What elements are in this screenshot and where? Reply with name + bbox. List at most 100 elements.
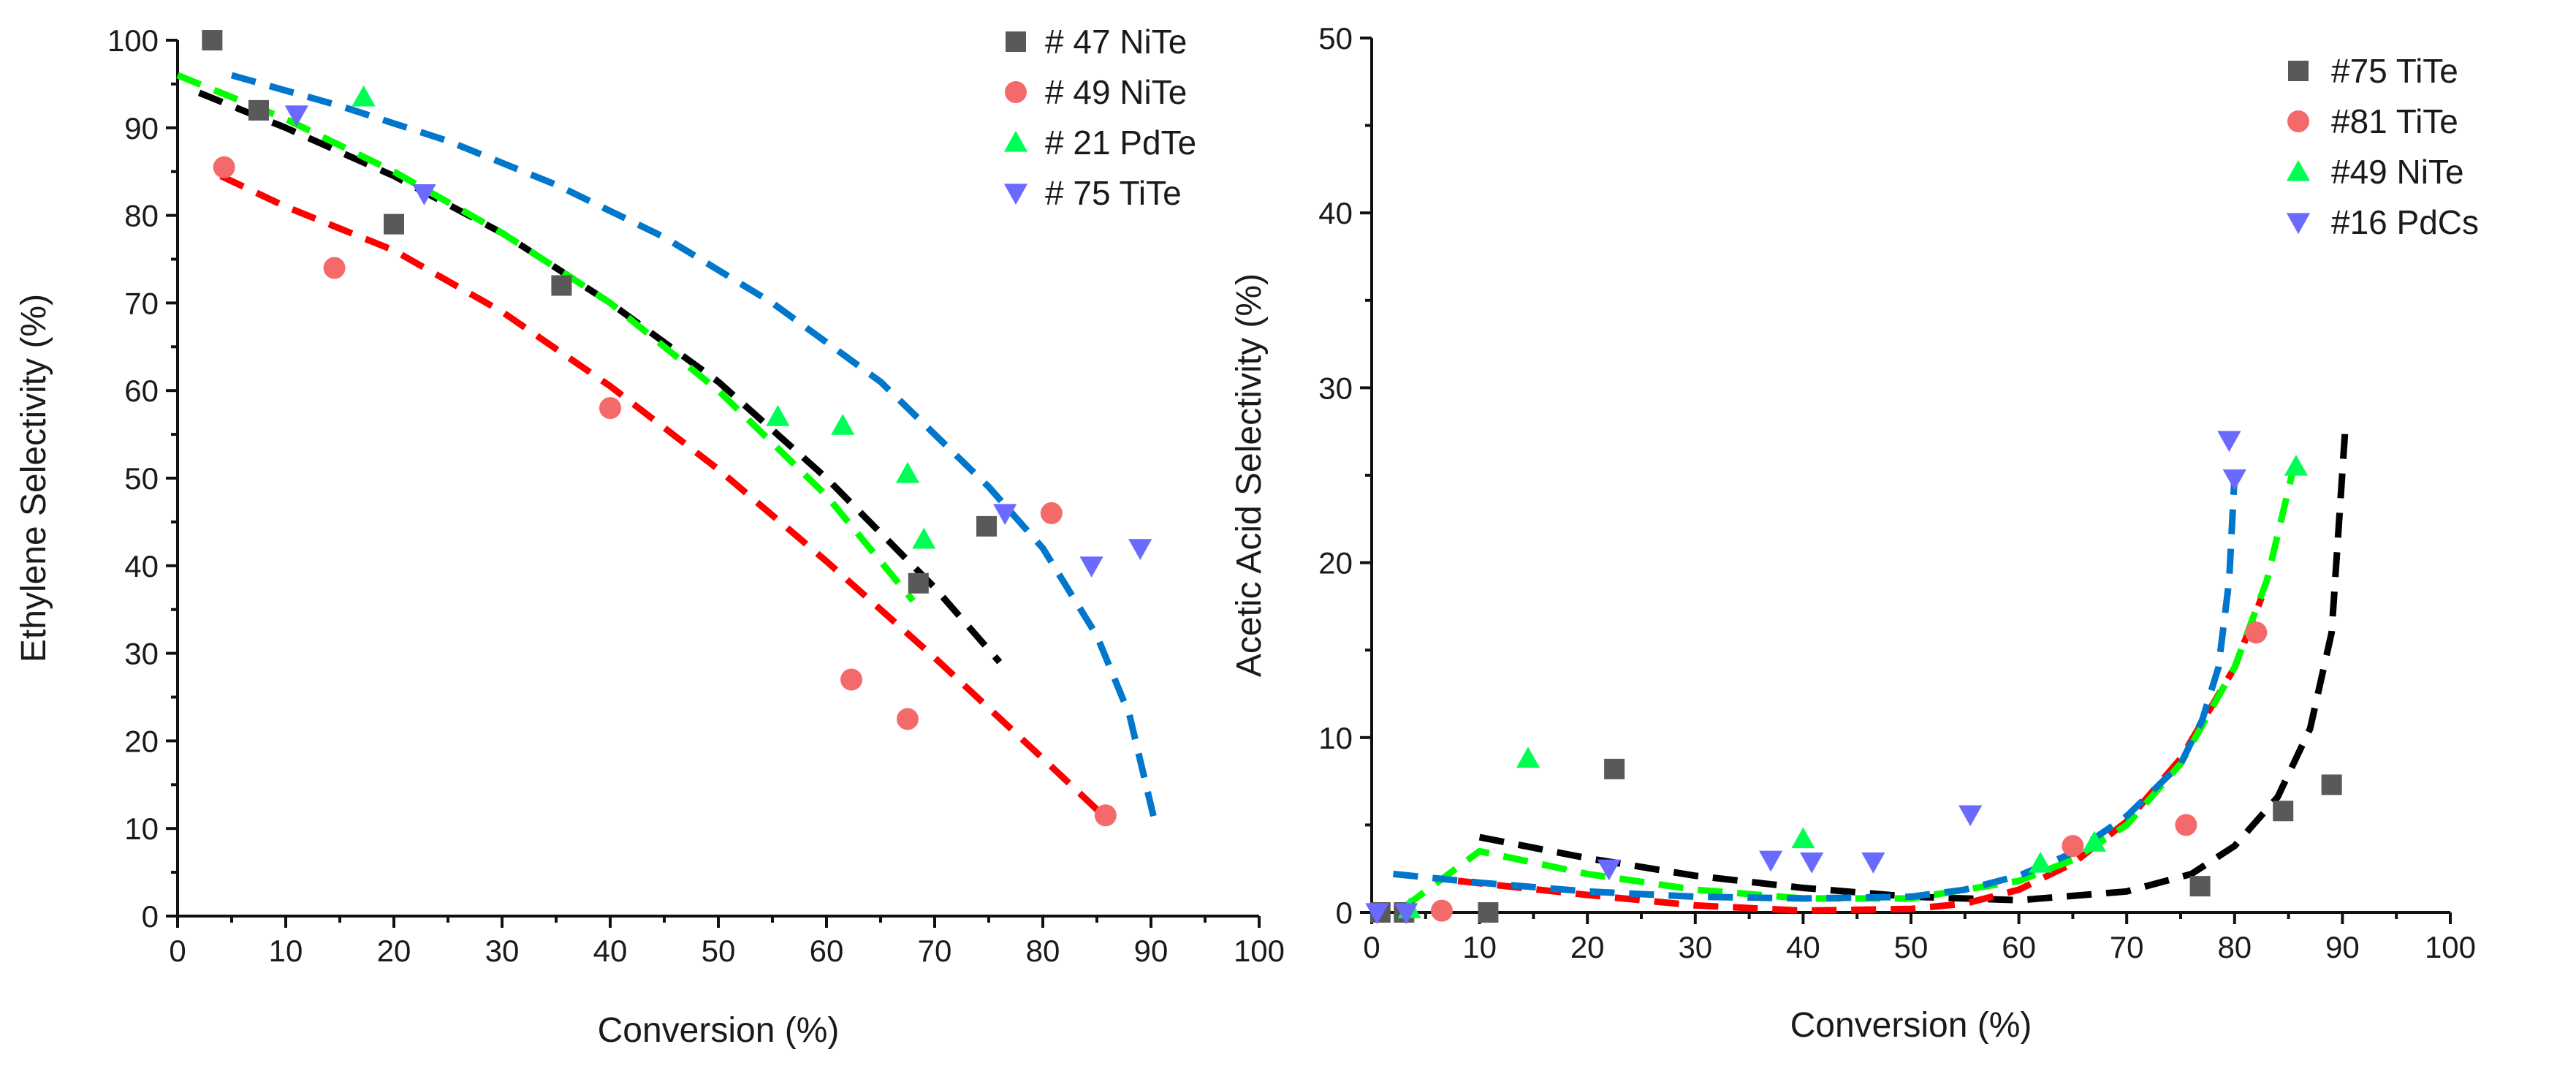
x-tick-label: 100	[2425, 930, 2476, 964]
y-tick-label: 0	[1336, 896, 1353, 930]
x-tick-label: 60	[2002, 930, 2036, 964]
x-tick-label: 40	[1786, 930, 1820, 964]
data-point	[831, 414, 855, 435]
legend-marker	[2288, 61, 2309, 81]
data-point	[2062, 835, 2084, 858]
series-47-nite	[202, 30, 998, 594]
data-point	[2217, 431, 2241, 453]
x-tick-label: 30	[1678, 930, 1712, 964]
series-16-pdcs	[1365, 431, 2246, 925]
data-point	[1478, 902, 1499, 923]
data-point	[2245, 621, 2268, 644]
series-21-pdte	[352, 85, 936, 549]
y-tick-label: 20	[1318, 546, 1353, 581]
legend-item: #75 TiTe	[2288, 52, 2458, 90]
data-point	[1516, 746, 1540, 768]
data-point	[2189, 876, 2211, 897]
x-tick-label: 0	[169, 934, 186, 968]
x-tick-label: 80	[1026, 934, 1060, 968]
data-point	[213, 156, 235, 178]
y-tick-label: 20	[124, 724, 159, 758]
data-point	[248, 99, 269, 121]
x-tick-label: 50	[702, 934, 736, 968]
legend-item: #16 PdCs	[2286, 203, 2479, 241]
x-tick-label: 20	[377, 934, 411, 968]
x-tick-label: 10	[269, 934, 303, 968]
y-tick-label: 70	[124, 286, 159, 320]
legend-label: # 75 TiTe	[1045, 174, 1182, 212]
legend-label: #49 NiTe	[2331, 153, 2464, 191]
legend-label: #81 TiTe	[2331, 102, 2458, 140]
x-axis-title: Conversion (%)	[1790, 1006, 2032, 1045]
panel-ethylene-selectivity: 0 10 20 30 40 50 60 70 80 90 100 0 10 20 30 40 50 60 70 80 9…	[15, 23, 1285, 1050]
data-point	[912, 527, 936, 549]
data-point	[2284, 454, 2309, 476]
data-point	[412, 184, 436, 205]
x-tick-label: 40	[593, 934, 628, 968]
fit-curve-75-tite	[1478, 422, 2349, 904]
data-point	[1365, 903, 1389, 925]
legend-item: # 75 TiTe	[1003, 174, 1182, 212]
axis-spines	[176, 40, 1259, 918]
y-tick-label: 60	[124, 374, 159, 408]
y-tick-label: 50	[124, 461, 159, 496]
y-tick-label: 100	[107, 23, 159, 58]
legend-marker	[1003, 184, 1028, 205]
legend-item: # 21 PdTe	[1003, 124, 1196, 162]
x-tick-label: 10	[1462, 930, 1497, 964]
data-point	[1604, 758, 1625, 779]
panel-acetic-acid-selectivity: 0 10 20 30 40 50 60 70 80 90 100 0 10 20 30 40 50 Convers…	[1230, 21, 2479, 1045]
x-tick-label: 30	[485, 934, 520, 968]
legend-item: #81 TiTe	[2287, 102, 2458, 140]
y-tick-label: 80	[124, 199, 159, 233]
x-tick-label: 80	[2217, 930, 2252, 964]
data-point	[1394, 903, 1418, 925]
data-point	[1128, 539, 1152, 560]
data-point	[766, 405, 790, 426]
legend-item: # 49 NiTe	[1005, 73, 1187, 111]
data-point	[202, 30, 223, 50]
data-point	[1958, 805, 1983, 827]
legend-label: # 21 PdTe	[1045, 124, 1196, 162]
data-point	[352, 85, 376, 107]
data-point	[1040, 502, 1063, 524]
legend-marker	[1005, 81, 1027, 103]
data-point	[976, 515, 998, 537]
data-point	[2273, 801, 2294, 822]
x-tick-label: 20	[1570, 930, 1605, 964]
data-point	[1597, 859, 1621, 881]
legend-marker	[2287, 110, 2309, 132]
y-axis-title: Acetic Acid Selectivity (%)	[1230, 273, 1269, 677]
x-tick-label: 70	[2110, 930, 2144, 964]
y-tick-label: 40	[124, 549, 159, 583]
x-tick-label: 70	[918, 934, 952, 968]
y-tick-label: 30	[124, 637, 159, 671]
x-axis-title: Conversion (%)	[598, 1011, 840, 1050]
data-point	[1861, 852, 1885, 874]
y-tick-label: 10	[1318, 721, 1353, 755]
data-point	[993, 504, 1017, 526]
legend-label: #75 TiTe	[2331, 52, 2458, 90]
x-tick-label: 0	[1363, 930, 1380, 964]
fit-curve-21-pdte	[176, 72, 916, 603]
legend-item: #49 NiTe	[2286, 153, 2464, 191]
fit-curve-16-pdcs	[1393, 474, 2238, 902]
legend-label: # 47 NiTe	[1045, 23, 1187, 61]
data-point	[2029, 851, 2053, 873]
data-point	[895, 461, 920, 483]
data-point	[599, 397, 621, 420]
fit-curve-49-nite	[1402, 465, 2298, 910]
y-tick-label: 40	[1318, 196, 1353, 230]
series-49-nite	[213, 156, 1117, 827]
data-point	[897, 708, 919, 730]
data-point	[840, 668, 863, 691]
data-point	[2175, 814, 2197, 836]
y-tick-label: 10	[124, 812, 159, 846]
data-point	[908, 572, 929, 594]
x-tick-label: 100	[1234, 934, 1285, 968]
data-point	[284, 105, 308, 126]
data-point	[1430, 899, 1453, 922]
data-point	[1079, 556, 1103, 578]
x-tick-label: 90	[2325, 930, 2360, 964]
